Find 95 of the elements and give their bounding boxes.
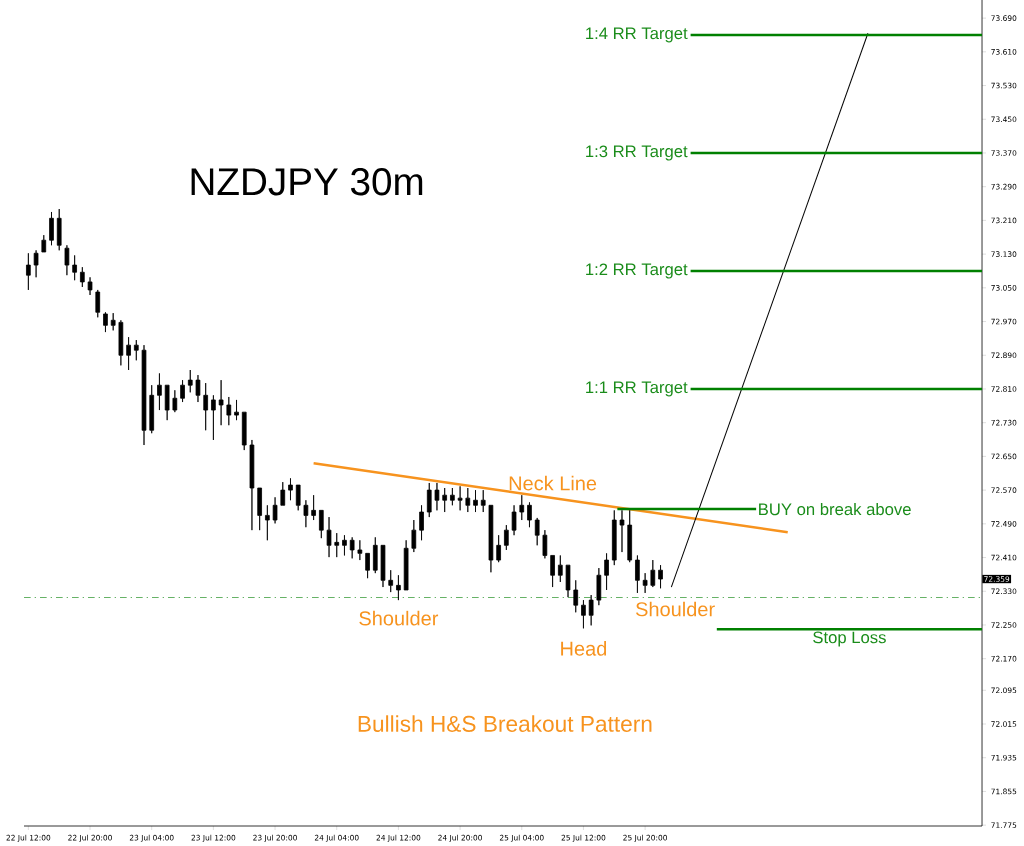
annotation: Head <box>561 641 607 656</box>
candlestick <box>257 487 262 531</box>
series-label: BUY on break above <box>759 502 911 516</box>
candlestick <box>457 485 463 511</box>
candlestick <box>527 501 532 528</box>
candlestick <box>33 249 39 278</box>
candlestick <box>126 336 131 371</box>
candlestick <box>411 519 417 553</box>
candlestick <box>303 499 309 528</box>
candlestick <box>95 289 101 318</box>
candlestick <box>203 382 209 431</box>
candlestick <box>473 489 478 513</box>
candlestick <box>218 379 224 426</box>
candlestick <box>426 482 432 518</box>
candlestick <box>172 389 178 413</box>
candlestick <box>319 509 324 539</box>
candlestick <box>365 552 370 579</box>
candlestick <box>241 411 247 451</box>
candlestick <box>372 536 378 574</box>
candlestick <box>519 494 525 521</box>
candlestick <box>565 564 571 598</box>
candlestick <box>635 555 640 594</box>
candlestick <box>180 379 185 403</box>
series-label: 1:4 RR Target <box>586 27 688 43</box>
candlestick <box>149 384 155 434</box>
series-label: 1:2 RR Target <box>586 263 688 279</box>
candlestick <box>442 487 447 513</box>
candlestick <box>26 252 31 291</box>
candlestick <box>434 482 440 511</box>
candlestick <box>49 211 54 246</box>
candlestick <box>588 594 594 626</box>
candlestick <box>388 569 394 593</box>
candlestick <box>627 509 633 563</box>
candlestick <box>642 572 648 594</box>
candlestick <box>581 599 586 629</box>
candlestick <box>650 559 656 588</box>
annotation: Neck Line <box>509 475 597 491</box>
candlestick <box>465 487 471 513</box>
candlestick <box>187 369 193 393</box>
candlestick <box>534 517 540 546</box>
candlestick <box>403 539 409 591</box>
candlestick <box>542 529 548 559</box>
candlestick <box>357 539 363 561</box>
candlestick <box>280 481 286 506</box>
candlestick <box>272 496 278 524</box>
series-label: 1:3 RR Target <box>586 145 688 161</box>
candlestick <box>504 524 509 551</box>
candlestick <box>419 504 424 541</box>
candlestick <box>72 254 77 281</box>
candlestick <box>450 487 455 506</box>
candlestick <box>488 504 494 573</box>
series-label: Stop Loss <box>813 631 886 647</box>
candlestick <box>226 396 232 426</box>
candlestick <box>311 494 316 521</box>
candlestick <box>326 516 332 558</box>
candlestick <box>349 536 355 559</box>
candlestick <box>164 384 170 421</box>
candlestick <box>557 555 563 583</box>
candlestick <box>103 311 108 333</box>
candlestick <box>604 552 609 591</box>
candlestick <box>234 399 239 421</box>
candlestick <box>295 484 301 511</box>
candlestick <box>157 372 162 411</box>
candlestick <box>396 574 401 601</box>
candlestick <box>334 532 340 558</box>
candlestick <box>64 244 70 276</box>
candlestick <box>133 339 139 361</box>
candlestick <box>380 544 386 588</box>
candlestick <box>480 489 486 513</box>
candlestick <box>619 509 625 553</box>
candlestick <box>56 208 62 251</box>
candlestick <box>596 567 602 606</box>
candlestick <box>118 319 124 366</box>
annotation: Shoulder <box>359 610 439 626</box>
candlestick <box>658 564 663 589</box>
candlestick <box>265 504 270 541</box>
candlestick <box>195 374 201 403</box>
candlestick <box>550 555 555 588</box>
annotation: Bullish H&S Breakout Pattern <box>358 715 652 732</box>
candlestick <box>249 439 255 531</box>
candlestick <box>288 477 293 501</box>
text: NZDJPY 30m <box>191 168 423 196</box>
candlestick <box>110 312 116 331</box>
candlestick <box>80 266 85 288</box>
candlestick <box>41 234 47 253</box>
candlestick <box>611 509 617 566</box>
candlestick <box>211 394 216 441</box>
candlestick <box>87 276 93 296</box>
candlestick <box>496 534 501 563</box>
candlestick <box>342 534 347 556</box>
candlestick <box>141 344 147 446</box>
candlestick <box>511 504 517 536</box>
candlestick <box>573 579 579 613</box>
series-label: 1:1 RR Target <box>586 381 688 397</box>
annotation: Shoulder <box>635 601 715 617</box>
